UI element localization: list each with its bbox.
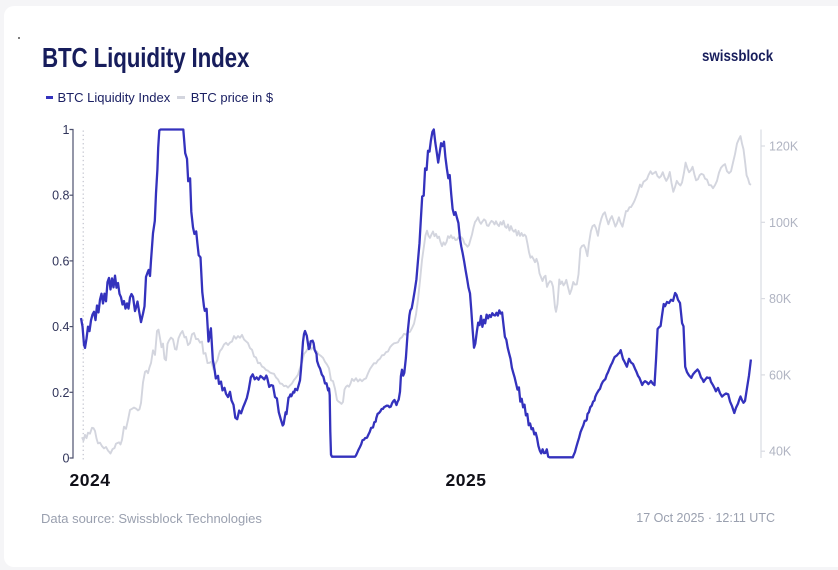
svg-text:40K: 40K (769, 445, 792, 459)
svg-text:0.4: 0.4 (52, 320, 69, 334)
svg-text:0.6: 0.6 (52, 254, 69, 268)
svg-text:1: 1 (63, 123, 70, 137)
svg-text:0: 0 (63, 452, 70, 466)
svg-text:120K: 120K (769, 140, 799, 154)
svg-text:0.8: 0.8 (52, 189, 69, 203)
svg-text:0.2: 0.2 (52, 386, 69, 400)
svg-text:80K: 80K (769, 292, 792, 306)
svg-text:100K: 100K (769, 216, 799, 230)
svg-text:60K: 60K (769, 368, 792, 382)
